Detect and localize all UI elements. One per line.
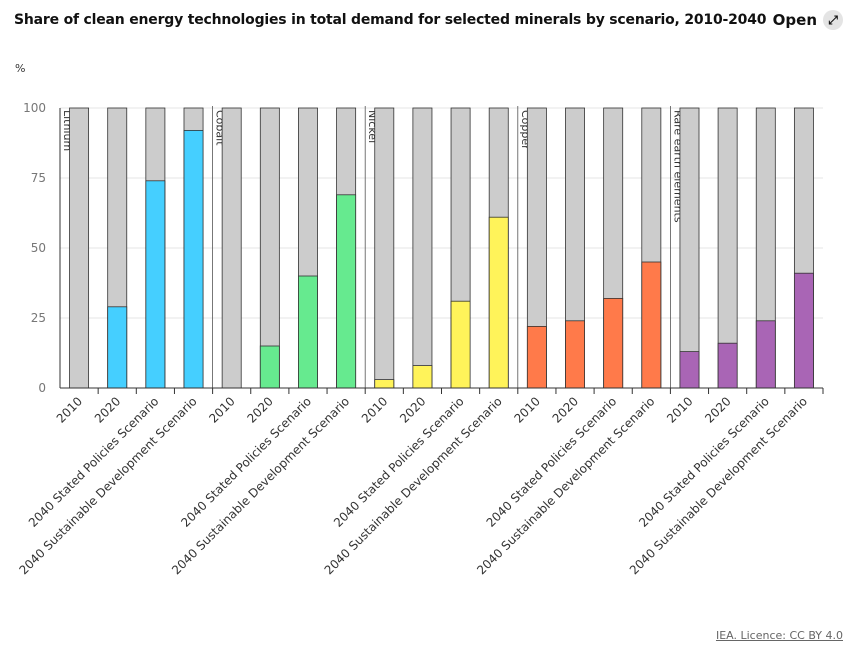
x-tick-label: 2020: [397, 394, 428, 425]
bar: [183, 130, 204, 389]
bar-track: [374, 107, 395, 389]
x-tick-label: 2020: [702, 394, 733, 425]
x-tick-label: 2020: [550, 394, 581, 425]
bar: [374, 379, 395, 389]
x-tick-label: 2040 Sustainable Development Scenario: [322, 394, 505, 577]
x-tick-label: 2040 Sustainable Development Scenario: [16, 394, 199, 577]
bar-track: [412, 107, 433, 389]
bar: [603, 297, 624, 389]
y-tick-label: 25: [31, 311, 46, 325]
x-tick-label: 2040 Sustainable Development Scenario: [169, 394, 352, 577]
y-tick-label: 50: [31, 241, 46, 255]
chart-title: Share of clean energy technologies in to…: [14, 12, 767, 28]
bar: [526, 325, 547, 389]
bar: [755, 320, 776, 389]
y-axis-label: %: [15, 62, 25, 75]
bar: [717, 342, 738, 389]
x-tick-label: 2040 Sustainable Development Scenario: [474, 394, 657, 577]
y-tick-label: 100: [23, 101, 46, 115]
open-icon[interactable]: ⤢: [823, 10, 843, 30]
x-tick-label: 2020: [92, 394, 123, 425]
bar: [145, 180, 166, 389]
bar: [641, 261, 662, 389]
x-tick-label: 2010: [511, 394, 542, 425]
bar: [450, 300, 471, 389]
bar: [107, 306, 128, 389]
bar-track: [69, 107, 90, 389]
x-tick-label: 2010: [664, 394, 695, 425]
x-tick-label: 2010: [359, 394, 390, 425]
x-tick-label: 2010: [54, 394, 85, 425]
bar: [336, 194, 357, 389]
bar: [298, 275, 318, 389]
bar: [488, 216, 509, 389]
bar: [679, 351, 700, 389]
open-button[interactable]: Open ⤢: [773, 10, 843, 30]
x-tick-label: 2020: [244, 394, 275, 425]
y-tick-label: 0: [38, 381, 46, 395]
x-tick-label: 2040 Sustainable Development Scenario: [627, 394, 810, 577]
bar-track: [221, 107, 242, 389]
bar: [412, 365, 433, 389]
open-label[interactable]: Open: [772, 11, 817, 29]
bar: [793, 272, 814, 389]
y-tick-label: 75: [31, 171, 46, 185]
bar: [259, 345, 280, 389]
source[interactable]: IEA. Licence: CC BY 4.0: [715, 629, 843, 642]
x-tick-label: 2010: [206, 394, 237, 425]
bar: [565, 320, 585, 389]
bar-track: [679, 107, 700, 389]
